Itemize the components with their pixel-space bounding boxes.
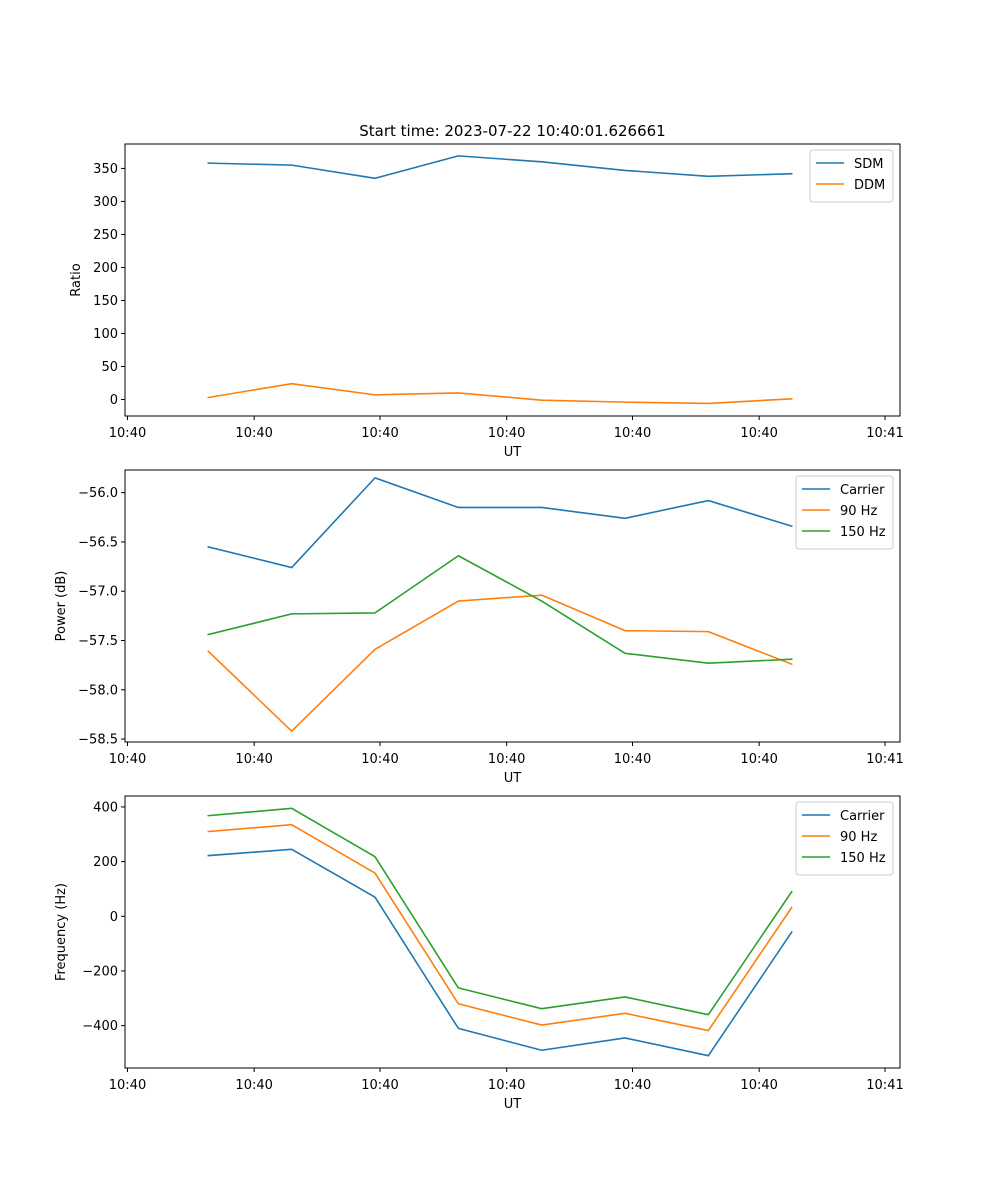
y-tick-label: 400 — [93, 800, 118, 815]
power-series-90-hz-line — [207, 594, 793, 732]
y-tick-label: 0 — [110, 910, 118, 925]
frequency-y-axis-label: Frequency (Hz) — [54, 883, 69, 981]
x-tick-label: 10:40 — [109, 1078, 146, 1093]
power-panel: 10:40 10:40 10:40 10:40 10:40 10:40 10:41 −58.5… — [54, 469, 904, 786]
power-series-150-hz-line — [207, 554, 793, 664]
x-tick-label: 10:40 — [488, 426, 525, 441]
x-tick-label: 10:41 — [866, 752, 903, 767]
ratio-y-axis-label: Ratio — [69, 263, 84, 296]
y-tick-label: −57.5 — [78, 634, 118, 649]
x-tick-label: 10:40 — [361, 1078, 398, 1093]
ratio-series-ddm-line — [207, 382, 793, 405]
ratio-panel: 10:40 10:40 10:40 10:40 10:40 10:40 10:41 0 50 10… — [69, 143, 904, 460]
y-tick-label: 200 — [93, 261, 118, 276]
x-tick-label: 10:40 — [235, 752, 272, 767]
power-legend: Carrier 90 Hz 150 Hz — [795, 475, 894, 550]
x-tick-label: 10:41 — [866, 426, 903, 441]
legend-entry-label: 150 Hz — [840, 525, 886, 540]
ratio-x-axis-label: UT — [504, 445, 522, 460]
x-tick-label: 10:40 — [614, 1078, 651, 1093]
y-tick-label: −56.0 — [78, 486, 118, 501]
legend-entry-label: SDM — [854, 157, 883, 172]
x-tick-label: 10:40 — [614, 426, 651, 441]
power-y-axis-label: Power (dB) — [54, 571, 69, 642]
ratio-axes-frame — [124, 143, 901, 417]
y-tick-label: 200 — [93, 855, 118, 870]
figure-title: Start time: 2023-07-22 10:40:01.626661 — [359, 122, 665, 140]
x-tick-label: 10:40 — [235, 1078, 272, 1093]
y-tick-label: −58.0 — [78, 683, 118, 698]
x-tick-label: 10:40 — [614, 752, 651, 767]
frequency-series-90-hz-line — [207, 823, 793, 1032]
legend-entry-label: 90 Hz — [840, 504, 877, 519]
y-tick-label: 250 — [93, 228, 118, 243]
x-tick-label: 10:41 — [866, 1078, 903, 1093]
y-tick-label: 50 — [101, 360, 118, 375]
power-axes-frame — [124, 469, 901, 743]
frequency-x-axis-label: UT — [504, 1097, 522, 1112]
ratio-legend: SDM DDM — [809, 149, 894, 203]
x-tick-label: 10:40 — [488, 752, 525, 767]
x-tick-label: 10:40 — [361, 752, 398, 767]
y-tick-label: 300 — [93, 195, 118, 210]
y-tick-label: 100 — [93, 327, 118, 342]
y-tick-label: −57.0 — [78, 585, 118, 600]
x-tick-label: 10:40 — [740, 426, 777, 441]
y-tick-label: −400 — [82, 1019, 118, 1034]
frequency-legend: Carrier 90 Hz 150 Hz — [795, 801, 894, 876]
y-tick-label: −56.5 — [78, 535, 118, 550]
x-tick-label: 10:40 — [235, 426, 272, 441]
frequency-series-150-hz-line — [207, 807, 793, 1016]
legend-entry-label: Carrier — [840, 809, 885, 824]
frequency-series-carrier-line — [207, 848, 793, 1057]
y-tick-label: −200 — [82, 964, 118, 979]
legend-entry-label: Carrier — [840, 483, 885, 498]
x-tick-label: 10:40 — [488, 1078, 525, 1093]
x-tick-label: 10:40 — [740, 752, 777, 767]
x-tick-label: 10:40 — [361, 426, 398, 441]
power-x-axis-label: UT — [504, 771, 522, 786]
x-tick-label: 10:40 — [740, 1078, 777, 1093]
legend-entry-label: 90 Hz — [840, 830, 877, 845]
y-tick-label: 150 — [93, 294, 118, 309]
ratio-series-sdm-line — [207, 155, 793, 180]
x-tick-label: 10:40 — [109, 426, 146, 441]
power-series-carrier-line — [207, 477, 793, 569]
legend-entry-label: DDM — [854, 178, 885, 193]
frequency-panel: 10:40 10:40 10:40 10:40 10:40 10:40 10:41 −400 −… — [54, 795, 904, 1112]
frequency-axes-frame — [124, 795, 901, 1069]
legend-entry-label: 150 Hz — [840, 851, 886, 866]
y-tick-label: −58.5 — [78, 733, 118, 748]
x-tick-label: 10:40 — [109, 752, 146, 767]
y-tick-label: 350 — [93, 162, 118, 177]
y-tick-label: 0 — [110, 393, 118, 408]
